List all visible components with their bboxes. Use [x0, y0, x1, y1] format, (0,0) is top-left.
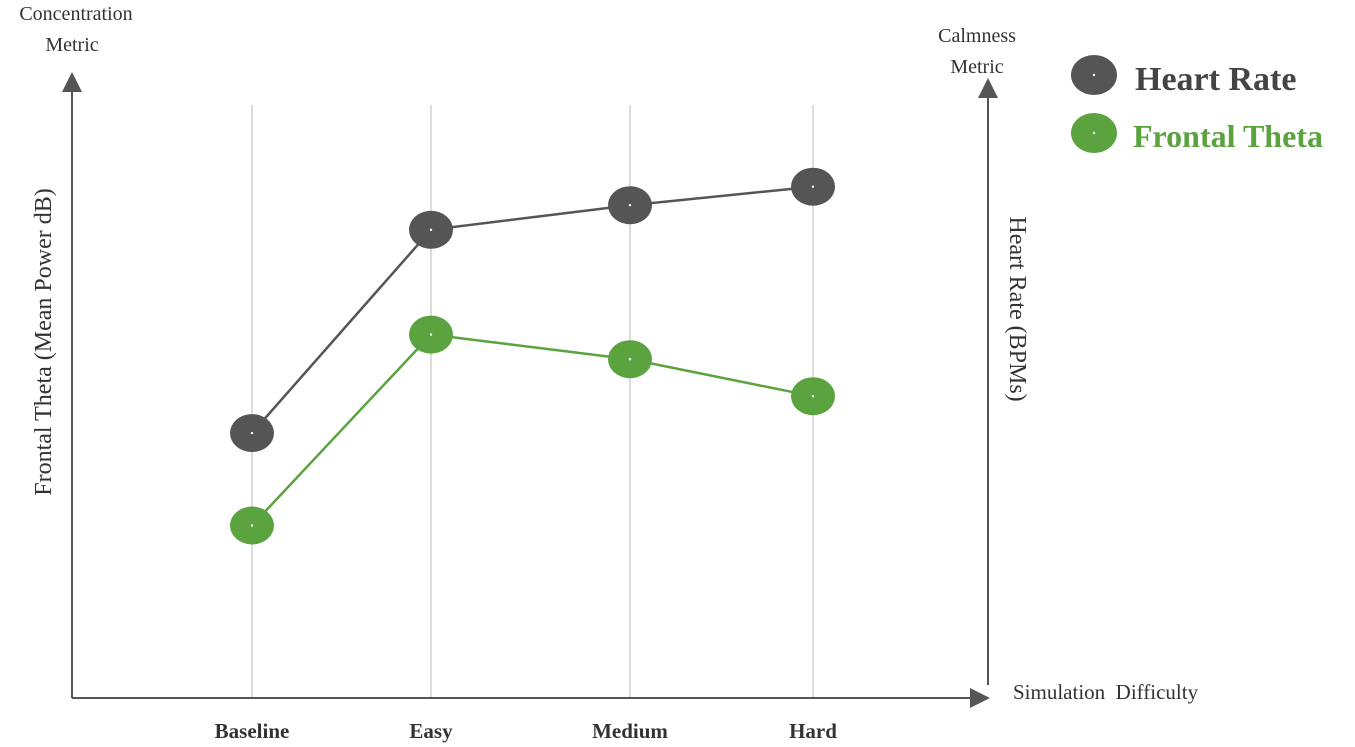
legend-item-heart-rate: Heart Rate [1071, 55, 1296, 98]
right-axis-title-line1: Calmness [938, 25, 1016, 47]
point-center-heart-rate-medium [628, 204, 632, 207]
legend-label-frontal-theta: Frontal Theta [1133, 118, 1323, 154]
series-lines [251, 185, 814, 527]
legend-marker-dot-frontal-theta [1092, 131, 1096, 135]
x-tick-label-medium: Medium [592, 719, 668, 743]
point-center-heart-rate-easy [429, 228, 433, 231]
legend-label-heart-rate: Heart Rate [1135, 61, 1296, 98]
right-axis-title-line2: Metric [950, 56, 1003, 78]
legend-marker-dot-heart-rate [1092, 73, 1096, 77]
x-axis-label: Simulation Difficulty [1013, 680, 1199, 704]
x-tick-labels: Baseline Easy Medium Hard [215, 719, 838, 743]
right-y-label: Heart Rate (BPMs) [1004, 216, 1030, 401]
left-axis-title-line2: Metric [45, 34, 98, 56]
series-line-frontal-theta [251, 333, 814, 527]
point-center-heart-rate-hard [811, 185, 815, 188]
x-tick-label-hard: Hard [789, 719, 837, 743]
point-center-frontal-theta-baseline [250, 524, 254, 527]
series-line-heart-rate [251, 185, 814, 434]
left-y-label: Frontal Theta (Mean Power dB) [31, 188, 57, 496]
legend: Heart Rate Frontal Theta [1071, 55, 1323, 154]
x-tick-label-easy: Easy [409, 719, 453, 743]
series-points [230, 167, 835, 545]
legend-item-frontal-theta: Frontal Theta [1071, 113, 1323, 154]
point-center-frontal-theta-easy [429, 333, 433, 336]
gridlines [251, 105, 814, 698]
point-center-heart-rate-baseline [250, 431, 254, 435]
point-center-frontal-theta-hard [811, 395, 815, 398]
point-center-frontal-theta-medium [628, 358, 632, 361]
x-tick-label-baseline: Baseline [215, 719, 290, 743]
left-axis-title-line1: Concentration [19, 3, 132, 25]
